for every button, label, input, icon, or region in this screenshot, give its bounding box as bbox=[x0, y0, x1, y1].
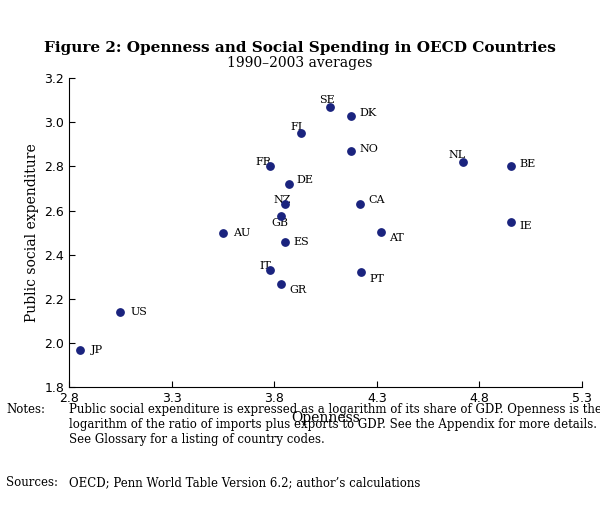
Text: FR: FR bbox=[256, 157, 272, 167]
Point bbox=[218, 229, 228, 237]
Text: Sources:: Sources: bbox=[6, 476, 58, 489]
Point bbox=[356, 200, 365, 208]
Text: IT: IT bbox=[260, 261, 272, 271]
Text: AT: AT bbox=[389, 233, 404, 243]
Text: CA: CA bbox=[368, 194, 385, 204]
Text: DE: DE bbox=[297, 175, 314, 185]
Point bbox=[346, 147, 356, 155]
Point bbox=[325, 102, 334, 111]
Text: Public social expenditure is expressed as a logarithm of its share of GDP. Openn: Public social expenditure is expressed a… bbox=[69, 403, 600, 446]
Text: GR: GR bbox=[290, 285, 307, 295]
Point bbox=[281, 238, 290, 246]
Point bbox=[265, 266, 275, 275]
Text: FI: FI bbox=[290, 122, 303, 132]
Point bbox=[346, 111, 356, 120]
Text: 1990–2003 averages: 1990–2003 averages bbox=[227, 56, 373, 70]
Point bbox=[116, 308, 125, 316]
Text: Notes:: Notes: bbox=[6, 403, 45, 416]
Text: JP: JP bbox=[91, 345, 103, 355]
Point bbox=[458, 158, 468, 166]
Text: BE: BE bbox=[520, 159, 536, 169]
Text: ES: ES bbox=[293, 237, 310, 246]
Point bbox=[76, 346, 85, 354]
Point bbox=[281, 200, 290, 208]
X-axis label: Openness: Openness bbox=[291, 411, 360, 425]
Text: IE: IE bbox=[520, 221, 532, 231]
Point bbox=[284, 180, 293, 188]
Point bbox=[506, 162, 516, 171]
Point bbox=[356, 268, 366, 277]
Point bbox=[376, 227, 386, 236]
Point bbox=[277, 279, 286, 288]
Text: AU: AU bbox=[233, 228, 250, 238]
Text: Figure 2: Openness and Social Spending in OECD Countries: Figure 2: Openness and Social Spending i… bbox=[44, 41, 556, 55]
Text: GB: GB bbox=[271, 218, 288, 228]
Y-axis label: Public social expenditure: Public social expenditure bbox=[25, 144, 39, 322]
Point bbox=[265, 162, 275, 171]
Text: NL: NL bbox=[449, 150, 466, 160]
Text: DK: DK bbox=[359, 108, 377, 119]
Text: NZ: NZ bbox=[273, 194, 290, 204]
Point bbox=[506, 217, 516, 226]
Text: OECD; Penn World Table Version 6.2; author’s calculations: OECD; Penn World Table Version 6.2; auth… bbox=[69, 476, 421, 489]
Text: SE: SE bbox=[319, 95, 335, 105]
Text: PT: PT bbox=[370, 274, 385, 284]
Point bbox=[277, 212, 286, 220]
Text: NO: NO bbox=[359, 144, 378, 154]
Point bbox=[296, 129, 305, 137]
Text: US: US bbox=[131, 307, 148, 317]
